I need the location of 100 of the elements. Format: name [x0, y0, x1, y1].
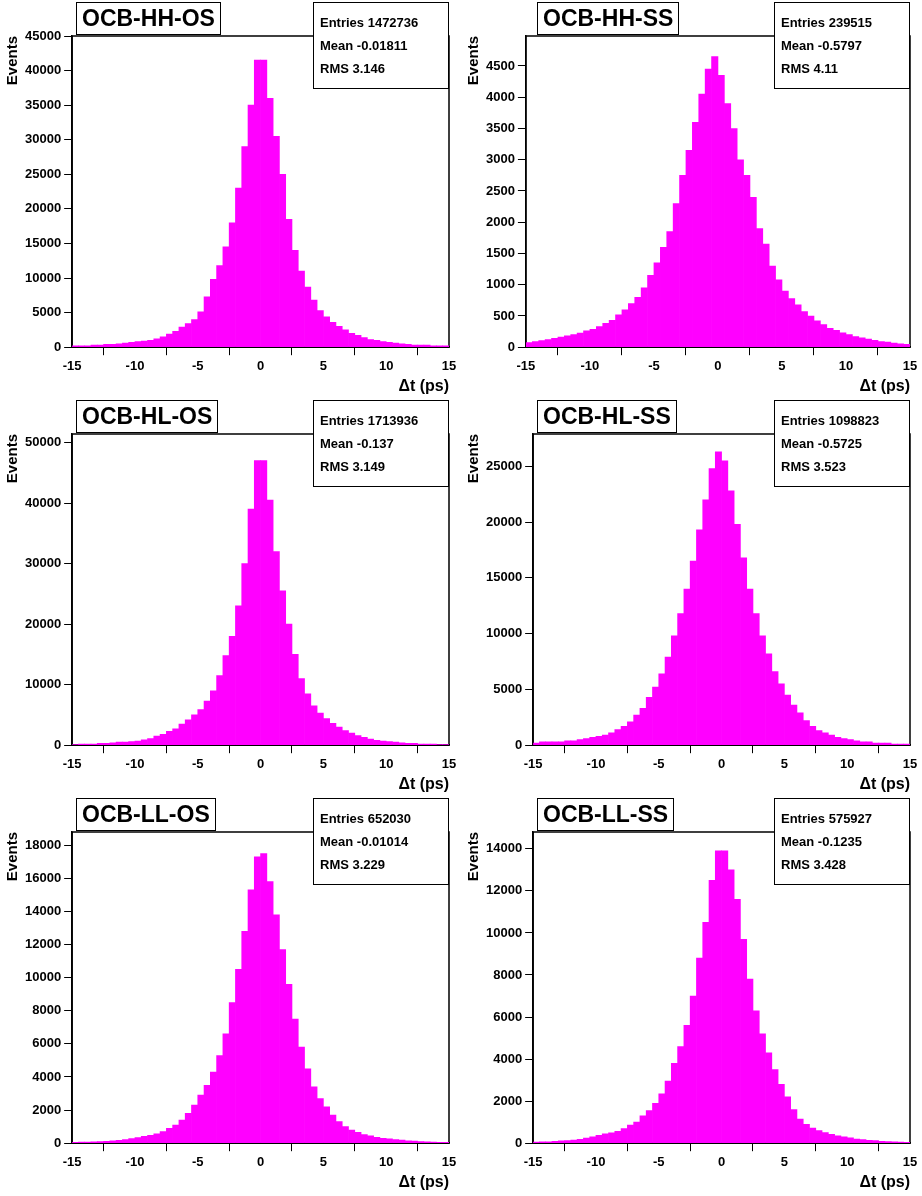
y-tick-label: 15000	[485, 569, 523, 585]
annotation: Mean -0.01014	[320, 834, 410, 849]
y-tick-label: 20000	[24, 200, 62, 216]
x-tick-label: -15	[516, 357, 536, 373]
x-tick-label: 5	[319, 1153, 327, 1169]
y-tick-label: 5000	[32, 304, 62, 320]
x-tick-label: 5	[780, 1153, 788, 1169]
x-tick-label: 10	[378, 357, 394, 373]
x-tick-label: 10	[378, 1153, 394, 1169]
chart-title: OCB-HH-OS	[76, 2, 221, 35]
stats-box: Entries 1472736 Mean -0.01811 RMS 3.146	[313, 2, 449, 89]
y-tick-label: 10000	[24, 969, 62, 985]
y-tick-label: 10000	[485, 924, 523, 940]
x-tick-label: -5	[191, 755, 204, 771]
stats-box: Entries 575927 Mean -0.1235 RMS 3.428	[774, 798, 910, 885]
x-tick-label: -10	[125, 755, 145, 771]
annotation: RMS 3.149	[320, 459, 387, 474]
annotation: Mean -0.01811	[320, 38, 409, 53]
x-tick-label: 10	[839, 755, 855, 771]
x-axis-title: Δt (ps)	[859, 376, 910, 394]
y-axis-title: Events	[3, 434, 21, 484]
x-tick-label: -5	[652, 1153, 665, 1169]
y-tick-label: 0	[514, 1134, 523, 1150]
y-axis-title: Events	[3, 832, 21, 882]
y-tick-label: 4000	[32, 1068, 62, 1084]
y-tick-label: 20000	[485, 513, 523, 529]
y-tick-label: 2000	[486, 213, 515, 229]
x-tick-label: 15	[441, 1153, 457, 1169]
x-tick-label: 15	[441, 755, 457, 771]
y-tick-label: 2000	[493, 1092, 523, 1108]
x-axis-title: Δt (ps)	[859, 1172, 910, 1190]
annotation: Mean -0.5797	[781, 38, 863, 53]
annotation: RMS 3.428	[781, 857, 848, 872]
x-tick-label: -5	[191, 1153, 204, 1169]
y-tick-label: 10000	[24, 676, 62, 692]
y-tick-label: 0	[507, 338, 515, 354]
y-tick-label: 1000	[486, 276, 515, 292]
x-tick-label: -10	[580, 357, 600, 373]
stats-box: Entries 1098823 Mean -0.5725 RMS 3.523	[774, 400, 910, 487]
annotation: Mean -0.137	[320, 436, 395, 451]
y-tick-label: 12000	[24, 936, 62, 952]
x-tick-label: -15	[523, 755, 543, 771]
x-tick-label: -10	[586, 755, 606, 771]
chart-title: OCB-LL-SS	[537, 798, 675, 831]
stats-box: Entries 1713936 Mean -0.137 RMS 3.149	[313, 400, 449, 487]
x-tick-label: 10	[839, 1153, 855, 1169]
x-tick-label: 15	[441, 357, 457, 373]
x-tick-label: -5	[652, 755, 665, 771]
x-tick-label: -15	[62, 357, 82, 373]
x-axis-title: Δt (ps)	[398, 774, 449, 792]
x-tick-label: 15	[902, 755, 918, 771]
y-tick-label: 2000	[32, 1101, 62, 1117]
y-tick-label: 1500	[486, 245, 515, 261]
y-tick-label: 0	[53, 1134, 62, 1150]
x-tick-label: 15	[902, 357, 918, 373]
x-tick-label: 0	[717, 755, 726, 771]
annotation: Mean -0.1235	[781, 834, 863, 849]
y-tick-label: 45000	[24, 27, 62, 43]
x-tick-label: 10	[378, 755, 394, 771]
y-tick-label: 0	[53, 338, 62, 354]
y-tick-label: 25000	[24, 165, 62, 181]
y-axis-title: Events	[3, 36, 21, 86]
y-tick-label: 14000	[24, 903, 62, 919]
y-tick-label: 10000	[485, 625, 523, 641]
y-axis-title: Events	[464, 434, 482, 484]
y-tick-label: 40000	[24, 494, 62, 510]
y-tick-label: 20000	[24, 615, 62, 631]
x-tick-label: 15	[902, 1153, 918, 1169]
x-tick-label: 5	[778, 357, 786, 373]
y-tick-label: 6000	[32, 1035, 62, 1051]
chart-title: OCB-HH-SS	[537, 2, 680, 35]
y-axis-title: Events	[464, 36, 482, 86]
y-tick-label: 30000	[24, 555, 62, 571]
x-tick-label: -10	[125, 357, 145, 373]
y-tick-label: 8000	[32, 1002, 62, 1018]
y-tick-label: 0	[514, 736, 523, 752]
x-tick-label: -10	[125, 1153, 145, 1169]
x-tick-label: -15	[523, 1153, 543, 1169]
y-tick-label: 0	[53, 736, 62, 752]
y-tick-label: 3000	[486, 151, 515, 167]
x-tick-label: -5	[648, 357, 660, 373]
y-tick-label: 15000	[24, 235, 62, 251]
y-tick-label: 500	[493, 307, 515, 323]
x-tick-label: -5	[191, 357, 204, 373]
y-tick-label: 30000	[24, 131, 62, 147]
y-tick-label: 6000	[493, 1008, 523, 1024]
y-tick-label: 4500	[486, 57, 515, 73]
annotation: RMS 3.523	[781, 459, 848, 474]
x-tick-label: 0	[256, 1153, 265, 1169]
chart-title: OCB-HL-OS	[76, 400, 219, 433]
x-tick-label: 0	[256, 357, 265, 373]
annotation: RMS 3.146	[320, 61, 387, 76]
x-axis-title: Δt (ps)	[398, 1172, 449, 1190]
y-tick-label: 5000	[493, 681, 523, 697]
y-tick-label: 4000	[493, 1050, 523, 1066]
x-axis-title: Δt (ps)	[859, 774, 910, 792]
y-tick-label: 2500	[486, 182, 515, 198]
y-tick-label: 16000	[24, 869, 62, 885]
y-tick-label: 8000	[493, 966, 523, 982]
y-tick-label: 40000	[24, 62, 62, 78]
